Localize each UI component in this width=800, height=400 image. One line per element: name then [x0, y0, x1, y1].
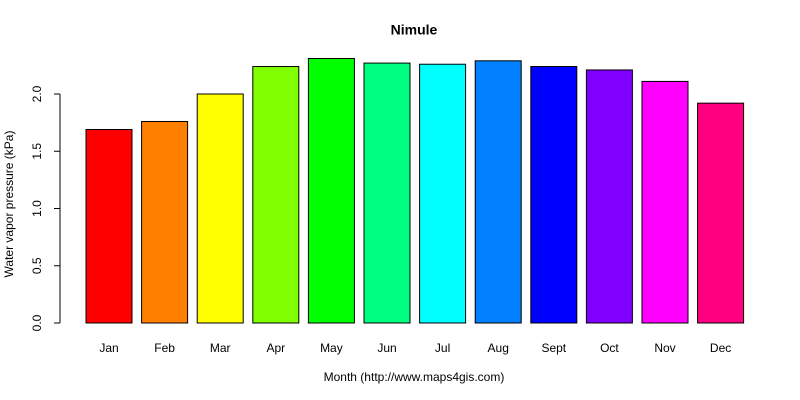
bar — [585, 69, 633, 324]
bar — [530, 66, 578, 324]
y-axis-label: Water vapor pressure (kPa) — [2, 131, 16, 278]
bar — [419, 63, 467, 324]
bar — [363, 62, 411, 324]
bar — [641, 80, 689, 324]
x-tick-label: Jun — [377, 341, 396, 355]
x-tick-label: Jul — [435, 341, 450, 355]
x-tick-label: Nov — [654, 341, 675, 355]
bar — [307, 58, 355, 324]
x-tick-label: Oct — [600, 341, 619, 355]
x-tick-label: Dec — [710, 341, 731, 355]
x-tick-label: Aug — [488, 341, 509, 355]
x-tick-label: May — [320, 341, 343, 355]
x-tick-label: Sept — [541, 341, 566, 355]
y-tick-label: 1.5 — [30, 143, 44, 160]
bar — [85, 128, 133, 324]
x-tick-label: Feb — [154, 341, 175, 355]
x-tick-label: Mar — [210, 341, 231, 355]
bar — [252, 66, 300, 324]
y-tick-label: 0.5 — [30, 257, 44, 274]
y-tick-label: 2.0 — [30, 85, 44, 102]
x-tick-label: Jan — [99, 341, 118, 355]
x-axis-label: Month (http://www.maps4gis.com) — [324, 370, 505, 384]
bar — [141, 120, 189, 324]
y-tick-label: 0.0 — [30, 314, 44, 331]
chart-title: Nimule — [391, 22, 438, 38]
x-tick-label: Apr — [266, 341, 285, 355]
bar — [196, 93, 244, 324]
bar — [697, 102, 745, 324]
y-tick-label: 1.0 — [30, 200, 44, 217]
bar — [474, 60, 522, 324]
